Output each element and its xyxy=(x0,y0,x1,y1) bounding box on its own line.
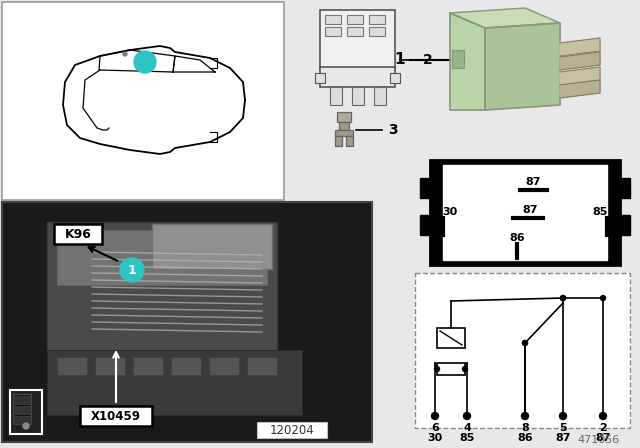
Text: 8: 8 xyxy=(521,423,529,433)
Text: 87: 87 xyxy=(556,433,571,443)
Bar xyxy=(2,2,284,200)
Bar xyxy=(337,112,351,122)
Bar xyxy=(152,224,272,269)
Text: 471056: 471056 xyxy=(578,435,620,445)
Circle shape xyxy=(463,413,470,419)
Circle shape xyxy=(463,366,467,371)
Bar xyxy=(616,215,630,235)
Bar xyxy=(209,357,239,375)
Bar xyxy=(315,73,325,83)
Polygon shape xyxy=(450,8,560,28)
Bar xyxy=(346,136,353,146)
Bar xyxy=(57,230,267,285)
Bar xyxy=(13,396,31,404)
Text: X10459: X10459 xyxy=(91,409,141,422)
Polygon shape xyxy=(485,23,560,110)
Circle shape xyxy=(123,52,127,56)
Bar xyxy=(390,73,400,83)
Text: 85: 85 xyxy=(592,207,607,217)
Bar xyxy=(2,202,372,442)
Text: 2: 2 xyxy=(423,53,433,67)
Bar xyxy=(13,416,31,424)
Bar xyxy=(369,27,385,36)
Bar xyxy=(57,357,87,375)
Text: 30: 30 xyxy=(428,433,443,443)
Circle shape xyxy=(522,413,529,419)
Text: 85: 85 xyxy=(460,433,475,443)
Text: 4: 4 xyxy=(463,423,471,433)
Text: 30: 30 xyxy=(443,207,458,217)
Polygon shape xyxy=(560,67,600,85)
Bar xyxy=(133,357,163,375)
Circle shape xyxy=(134,51,156,73)
Bar xyxy=(13,394,31,424)
Bar xyxy=(80,406,152,426)
Bar xyxy=(54,224,102,244)
Text: 1: 1 xyxy=(141,56,149,69)
Bar xyxy=(95,357,125,375)
Bar xyxy=(415,273,630,428)
Circle shape xyxy=(522,340,527,345)
Circle shape xyxy=(561,296,566,301)
Circle shape xyxy=(120,258,144,282)
Text: 6: 6 xyxy=(431,423,439,433)
Text: K96: K96 xyxy=(65,228,92,241)
Text: 86: 86 xyxy=(517,433,533,443)
Text: 5: 5 xyxy=(559,423,567,433)
Bar xyxy=(352,87,364,105)
Polygon shape xyxy=(560,38,600,56)
Bar xyxy=(369,15,385,24)
Text: 2: 2 xyxy=(599,423,607,433)
Bar xyxy=(437,328,465,348)
Bar xyxy=(320,67,395,87)
Bar xyxy=(247,357,277,375)
Polygon shape xyxy=(450,13,485,110)
Bar xyxy=(171,357,201,375)
Bar xyxy=(320,10,395,70)
Bar xyxy=(347,27,363,36)
Bar xyxy=(420,215,434,235)
Text: 87: 87 xyxy=(595,433,611,443)
Bar xyxy=(335,130,353,136)
Text: 1: 1 xyxy=(127,263,136,276)
Text: 86: 86 xyxy=(509,233,525,243)
Bar xyxy=(437,363,465,375)
Circle shape xyxy=(522,340,527,345)
Text: 3: 3 xyxy=(388,123,397,137)
Bar xyxy=(347,15,363,24)
Bar xyxy=(257,422,327,438)
Bar xyxy=(13,406,31,414)
Circle shape xyxy=(561,296,566,301)
Bar xyxy=(47,222,277,352)
Bar xyxy=(616,178,630,198)
Bar xyxy=(325,15,341,24)
Polygon shape xyxy=(560,52,600,70)
Bar xyxy=(47,350,302,415)
Polygon shape xyxy=(560,80,600,98)
Circle shape xyxy=(435,366,440,371)
Bar xyxy=(415,273,630,428)
Bar xyxy=(57,230,267,285)
Circle shape xyxy=(559,413,566,419)
Bar xyxy=(420,178,434,198)
Text: 1: 1 xyxy=(395,52,405,68)
Bar xyxy=(325,27,341,36)
Bar xyxy=(443,165,607,260)
Bar xyxy=(330,87,342,105)
Bar xyxy=(335,136,342,146)
Text: 87: 87 xyxy=(525,177,541,187)
Text: 120204: 120204 xyxy=(269,423,314,436)
Text: 87: 87 xyxy=(522,205,538,215)
Bar xyxy=(430,160,620,265)
Circle shape xyxy=(431,413,438,419)
Circle shape xyxy=(600,296,605,301)
Bar xyxy=(452,50,464,68)
Circle shape xyxy=(600,413,607,419)
Bar xyxy=(10,390,42,434)
Bar xyxy=(374,87,386,105)
Circle shape xyxy=(23,423,29,429)
Bar xyxy=(339,122,349,130)
